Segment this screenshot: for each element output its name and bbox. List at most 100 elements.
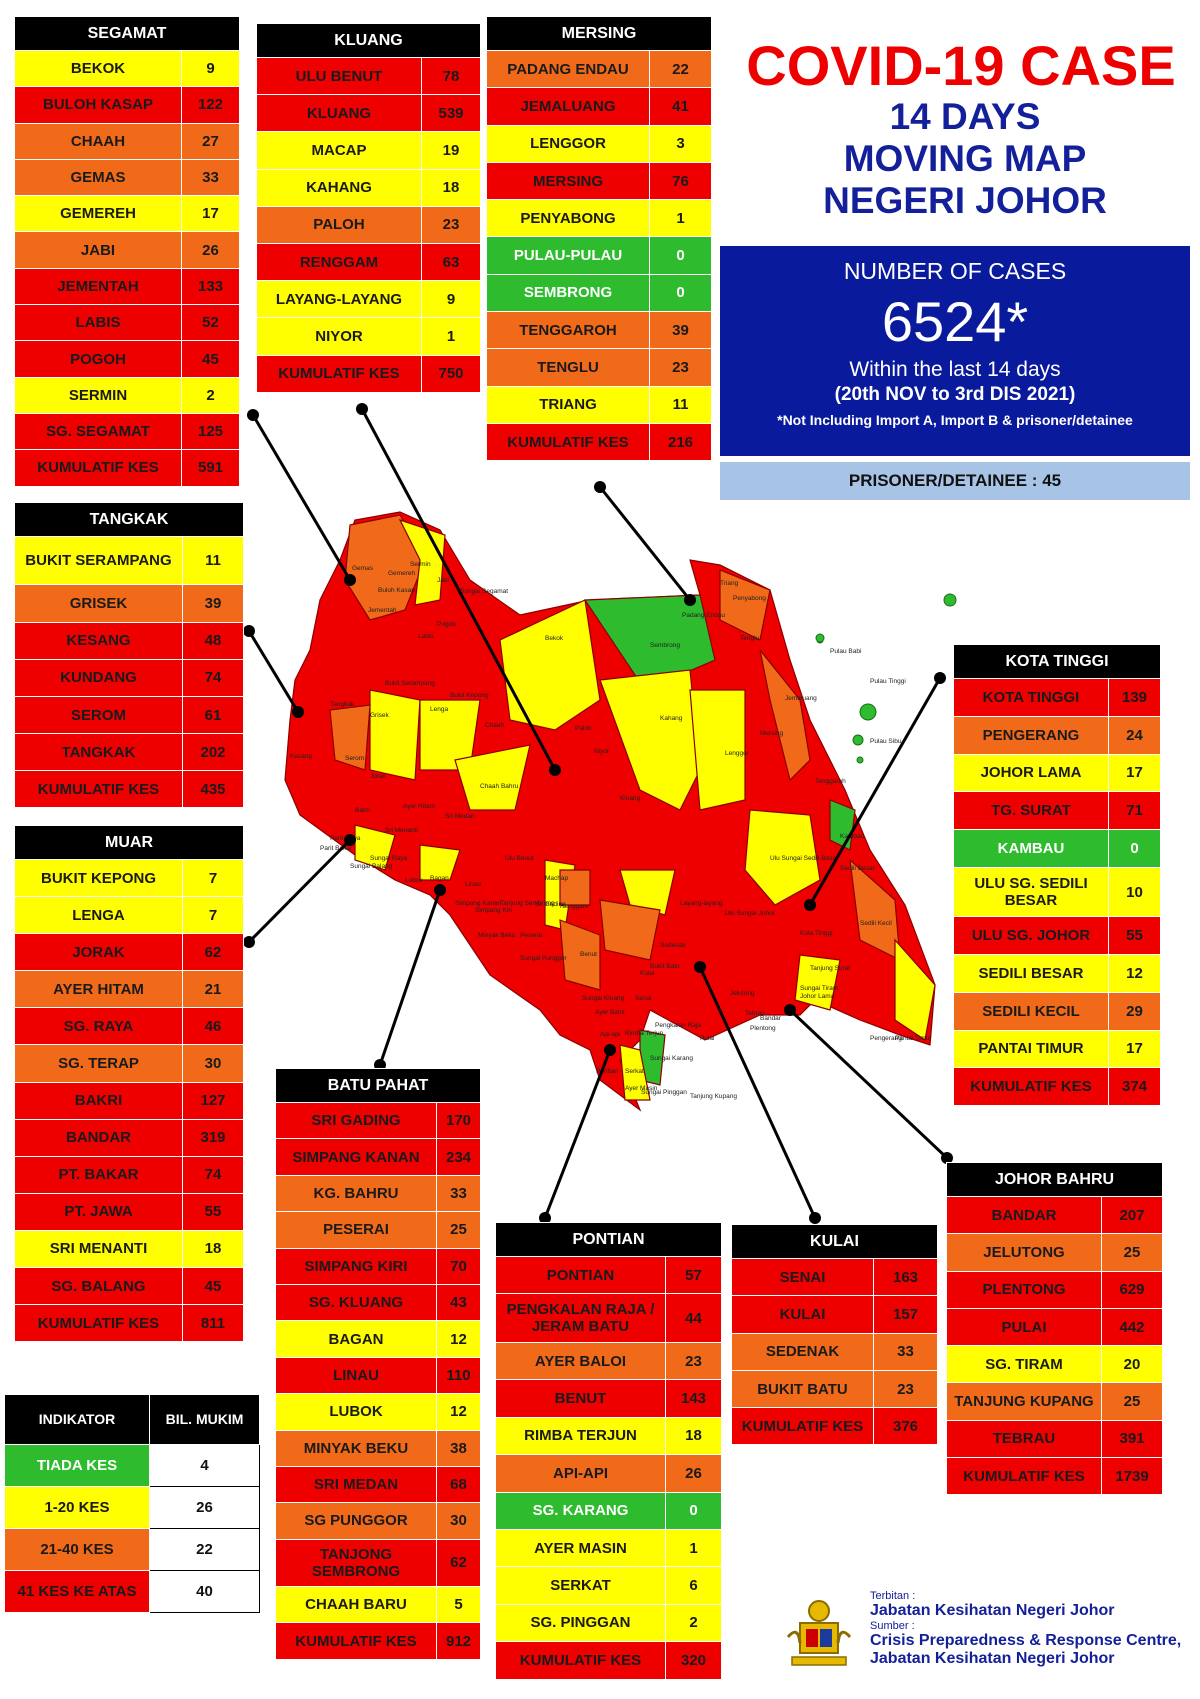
table-row: BEKOK 9 (14, 49, 240, 88)
mukim-name: PESERAI (275, 1211, 437, 1249)
case-count: 74 (182, 1155, 244, 1194)
connector-dot (344, 834, 356, 846)
mukim-name: AYER MASIN (495, 1528, 666, 1568)
case-count: 10 (1108, 866, 1161, 918)
subtitle-line: MOVING MAP (843, 138, 1087, 179)
mukim-name: AYER BALOI (495, 1341, 666, 1381)
mukim-name: NIYOR (256, 317, 422, 356)
map-region-label: Johor Lama (800, 993, 835, 1000)
table-row: SEMBRONG 0 (486, 273, 712, 313)
mukim-name: SG. PINGGAN (495, 1603, 666, 1643)
cases-period-label: Within the last 14 days (849, 358, 1061, 381)
map-region-label: Sungai Raya (370, 855, 408, 862)
map-region-label: Serkat (625, 1068, 644, 1075)
connector-line (378, 889, 442, 1066)
mukim-name: SG. TERAP (14, 1044, 183, 1083)
mukim-name: PALOH (256, 205, 422, 244)
case-count: 30 (436, 1502, 481, 1540)
case-count: 78 (421, 56, 481, 96)
table-row: SG. KARANG 0 (495, 1491, 722, 1530)
connector-dot (804, 899, 816, 911)
table-row: SEDENAK 33 (731, 1332, 938, 1371)
table-row: SERMIN 2 (14, 376, 240, 414)
district-table-kluang: KLUANG ULU BENUT 78 KLUANG 539 MACAP 19 KAHANG 1… (256, 23, 481, 393)
map-region-label: Sungai Tiram (800, 985, 838, 992)
case-count: 48 (182, 621, 244, 660)
district-table-kota-tinggi: KOTA TINGGI KOTA TINGGI 139 PENGERANG 24 JOHO… (953, 644, 1161, 1107)
table-row: LUBOK 12 (275, 1393, 481, 1431)
mukim-name: LABIS (14, 304, 182, 342)
mukim-name: LAYANG-LAYANG (256, 280, 422, 319)
map-region-label: Bagan (430, 875, 449, 882)
connector-dot (243, 936, 255, 948)
case-count: 33 (436, 1174, 481, 1213)
district-header: MERSING (486, 16, 712, 51)
connector-dot (247, 409, 259, 421)
case-count: 29 (1108, 991, 1161, 1031)
case-count: 26 (181, 231, 240, 269)
connector-dot (604, 1044, 616, 1056)
mukim-name: PULAI (946, 1307, 1102, 1347)
case-count: 0 (649, 236, 712, 275)
case-count: 163 (873, 1257, 938, 1297)
table-row: NIYOR 1 (256, 317, 481, 356)
case-count: 3 (649, 124, 712, 163)
table-row: PULAU-PULAU 0 (486, 236, 712, 275)
map-region-label: Pantai Timur (895, 1035, 932, 1042)
connector-dot (941, 1152, 953, 1164)
map-region-label: Paloh (575, 725, 592, 732)
mukim-name: SG. KARANG (495, 1491, 666, 1530)
mukim-name: TG. SURAT (953, 791, 1109, 831)
map-region-label: Lubok (405, 877, 423, 884)
case-count: 62 (436, 1538, 481, 1588)
mukim-name: KUMULATIF KES (495, 1641, 666, 1680)
map-region (583, 594, 716, 691)
mukim-name: KUMULATIF KES (946, 1457, 1102, 1496)
mukim-name: PENYABONG (486, 199, 650, 238)
map-region-label: Benut (580, 951, 597, 958)
case-count: 0 (1108, 829, 1161, 868)
table-row: RIMBA TERJUN 18 (495, 1416, 722, 1456)
mukim-name: SEMBRONG (486, 273, 650, 313)
case-count: 24 (1108, 715, 1161, 755)
table-row: BENUT 143 (495, 1379, 722, 1418)
mukim-name: PONTIAN (495, 1255, 666, 1295)
mukim-name: TENGLU (486, 348, 650, 387)
subtitle-line: NEGERI JOHOR (823, 180, 1107, 221)
map-region-label: Bekok (545, 635, 564, 642)
connector-dot (684, 594, 696, 606)
case-count: 9 (181, 49, 240, 88)
case-count: 5 (436, 1585, 481, 1624)
table-row: BUKIT SERAMPANG 11 (14, 535, 244, 586)
table-row: LAYANG-LAYANG 9 (256, 280, 481, 319)
mukim-name: BUKIT BATU (731, 1369, 874, 1409)
mukim-name: AYER HITAM (14, 970, 183, 1009)
case-count: 319 (182, 1118, 244, 1157)
mukim-name: JELUTONG (946, 1233, 1102, 1272)
table-row: MERSING 76 (486, 161, 712, 201)
table-row: SRI MENANTI 18 (14, 1229, 244, 1269)
mukim-name: KUMULATIF KES (486, 422, 650, 462)
mukim-name: KUMULATIF KES (275, 1622, 437, 1660)
table-row: CHAAH 27 (14, 122, 240, 160)
case-count: 18 (665, 1416, 722, 1456)
mukim-name: MACAP (256, 131, 422, 170)
island (943, 593, 957, 607)
map-region-label: Kahang (660, 715, 683, 722)
case-count: 750 (421, 354, 481, 393)
table-row: TG. SURAT 71 (953, 791, 1161, 831)
map-region-label: Sembrong (650, 642, 680, 649)
connector-line (598, 486, 692, 601)
legend-row: 41 KES KE ATAS 40 (4, 1570, 260, 1613)
table-row: SG. PINGGAN 2 (495, 1603, 722, 1643)
district-header: JOHOR BAHRU (946, 1162, 1163, 1197)
case-count: 207 (1101, 1195, 1163, 1235)
connector-dot (694, 961, 706, 973)
map-region-label: Pengkalan Raja (655, 1022, 701, 1029)
map-region-label: Pulau Babi (830, 648, 861, 655)
map-region-label: Triang (720, 580, 739, 587)
legend-row: TIADA KES 4 (4, 1444, 260, 1487)
case-count: 74 (182, 658, 244, 697)
mukim-name: KUMULATIF KES (14, 1304, 183, 1343)
mukim-name: JEMENTAH (14, 267, 182, 306)
